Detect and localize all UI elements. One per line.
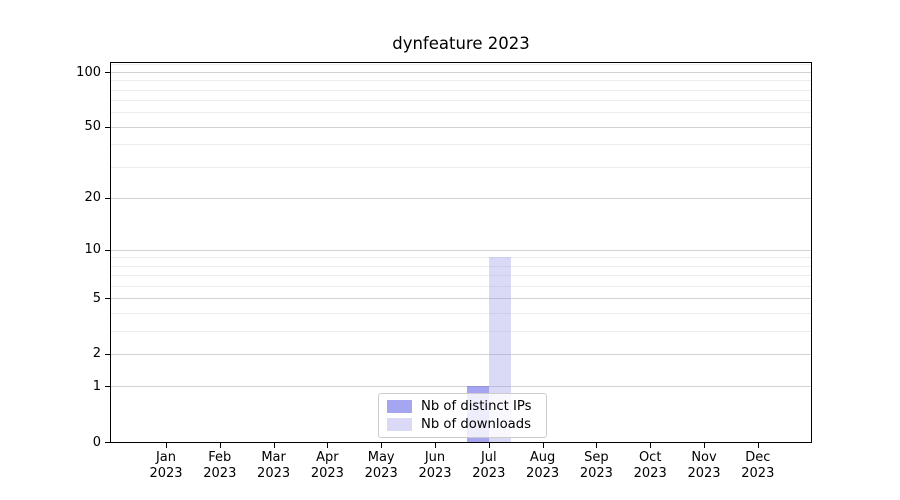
y-gridline-minor	[111, 166, 811, 168]
y-gridline-minor	[111, 144, 811, 146]
x-tick	[273, 443, 275, 448]
x-tick-label: Sep 2023	[579, 450, 613, 481]
y-tick-label: 5	[92, 290, 101, 306]
y-gridline-major	[111, 298, 811, 300]
y-tick	[105, 353, 110, 355]
x-tick	[542, 443, 544, 448]
y-gridline-minor	[111, 64, 811, 66]
x-tick	[381, 443, 383, 448]
y-gridline-minor	[111, 330, 811, 332]
y-tick-label: 1	[92, 378, 101, 394]
x-tick	[435, 443, 436, 448]
x-tick-label: Nov 2023	[687, 450, 721, 481]
x-tick-label: Jun 2023	[418, 450, 452, 481]
y-tick	[105, 386, 110, 388]
x-tick	[488, 443, 490, 448]
y-tick-label: 50	[84, 119, 101, 135]
y-tick	[105, 72, 110, 73]
y-tick	[105, 249, 110, 251]
y-gridline-major	[111, 353, 811, 355]
x-tick	[704, 443, 705, 448]
y-gridline-minor	[111, 89, 811, 91]
y-tick	[105, 126, 110, 128]
x-tick-label: Mar 2023	[257, 450, 291, 481]
x-tick-label: May 2023	[364, 450, 398, 481]
x-tick	[166, 443, 167, 448]
x-tick-label: Dec 2023	[741, 450, 775, 481]
y-tick-label: 10	[84, 242, 101, 258]
y-gridline-minor	[111, 265, 811, 267]
x-tick-label: Apr 2023	[310, 450, 344, 481]
y-gridline-minor	[111, 112, 811, 114]
x-tick-label: Jan 2023	[149, 450, 183, 481]
x-tick-label: Feb 2023	[203, 450, 237, 481]
x-tick-label: Aug 2023	[526, 450, 560, 481]
x-tick-label: Jul 2023	[472, 450, 506, 481]
y-gridline-major	[111, 72, 811, 73]
y-gridline-minor	[111, 80, 811, 82]
x-tick	[327, 443, 329, 448]
legend-item-distinct-ips: Nb of distinct IPs	[387, 399, 538, 414]
x-tick	[596, 443, 598, 448]
legend-item-downloads: Nb of downloads	[387, 417, 538, 432]
y-gridline-major	[111, 249, 811, 251]
chart-title: dynfeature 2023	[392, 34, 530, 53]
legend-label-downloads: Nb of downloads	[421, 416, 531, 432]
y-gridline-minor	[111, 275, 811, 277]
legend-label-distinct-ips: Nb of distinct IPs	[421, 399, 532, 415]
y-tick	[105, 298, 110, 300]
y-tick-label: 100	[76, 64, 101, 80]
x-tick	[650, 443, 652, 448]
y-gridline-minor	[111, 100, 811, 102]
y-gridline-major	[111, 386, 811, 388]
y-tick-label: 20	[84, 190, 101, 206]
y-gridline-minor	[111, 257, 811, 259]
y-tick-label: 2	[92, 346, 101, 362]
plot-area	[110, 62, 812, 443]
y-gridline-minor	[111, 313, 811, 314]
legend-swatch-distinct-ips-icon	[387, 400, 412, 414]
legend: Nb of distinct IPs Nb of downloads	[378, 393, 547, 438]
y-tick	[105, 197, 110, 199]
x-tick	[757, 443, 759, 448]
y-gridline-major	[111, 197, 811, 199]
x-tick-label: Oct 2023	[633, 450, 667, 481]
x-tick	[219, 443, 221, 448]
y-gridline-major	[111, 126, 811, 128]
legend-swatch-downloads-icon	[387, 417, 412, 431]
y-tick-label: 0	[92, 434, 101, 450]
y-tick	[105, 442, 110, 443]
y-gridline-minor	[111, 286, 811, 287]
